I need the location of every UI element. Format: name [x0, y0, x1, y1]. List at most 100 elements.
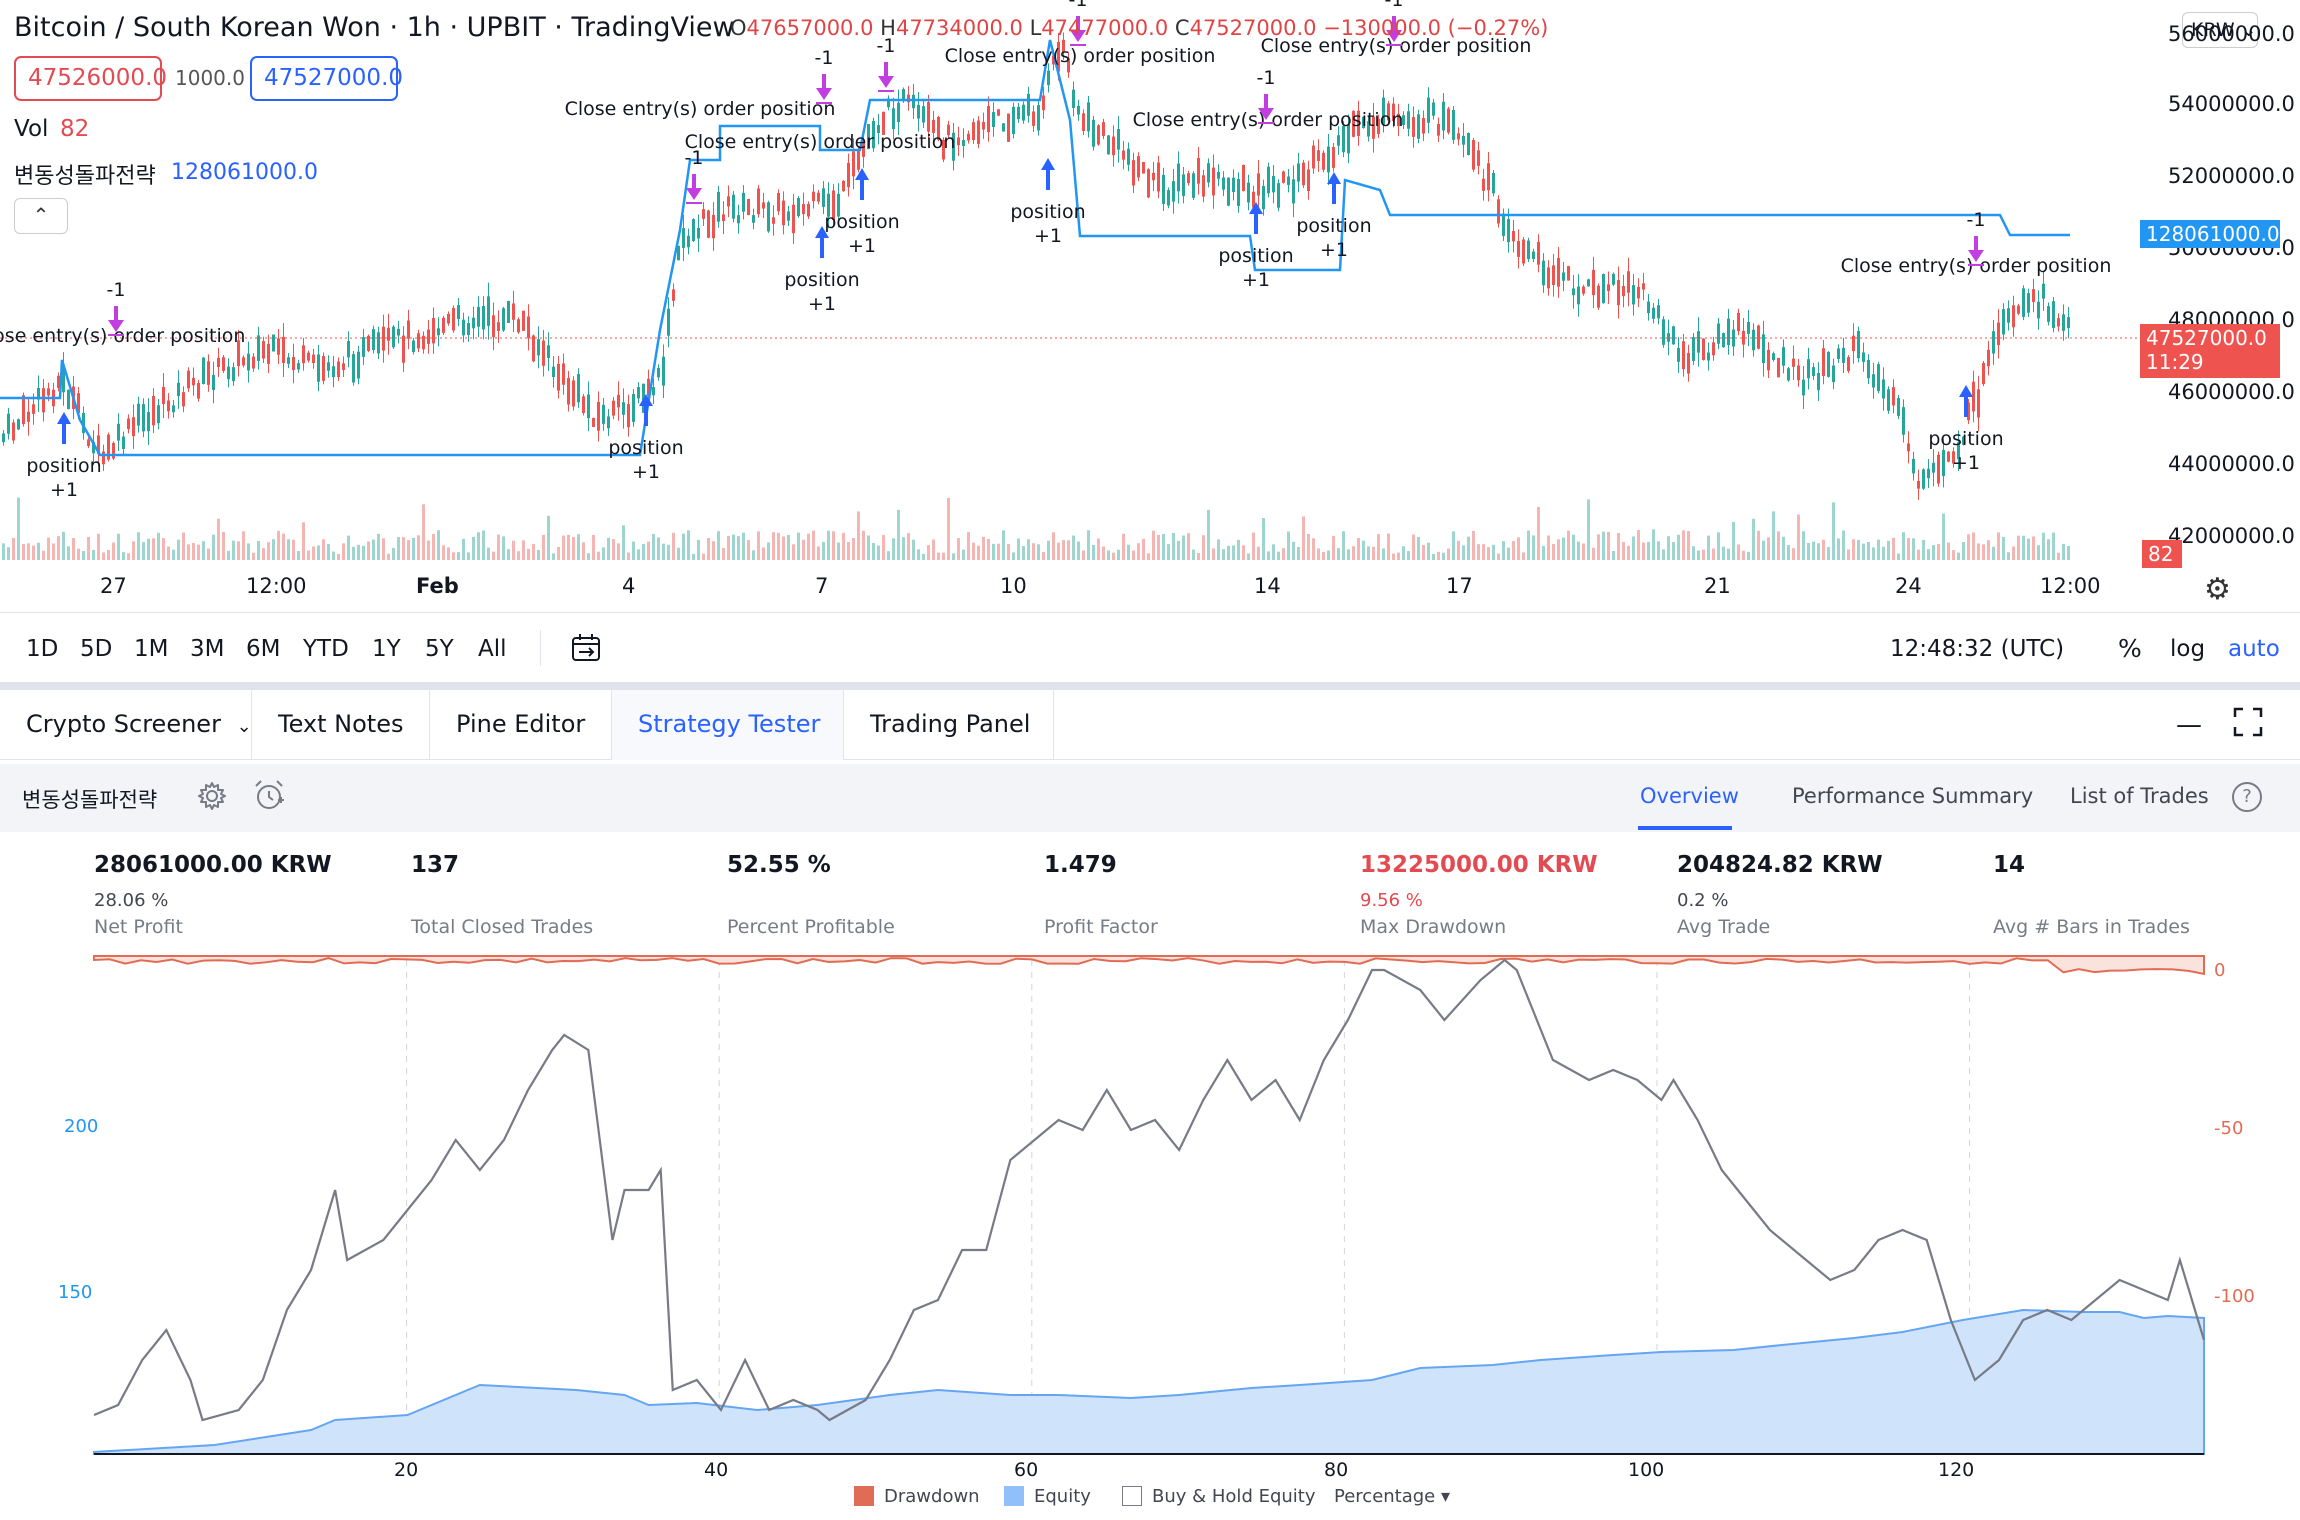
candle-body	[1522, 239, 1525, 264]
candle-body	[887, 98, 890, 108]
metric-avg-bars: 14 Avg # Bars in Trades	[1993, 852, 2190, 938]
volume-bar	[942, 552, 945, 560]
candle-body	[1782, 347, 1785, 366]
equity-chart[interactable]: 200 150 0 -50 -100 20 40 60 80 100 120	[0, 940, 2300, 1480]
candle-body	[227, 366, 230, 380]
candle-body	[1987, 349, 1990, 367]
sell-price-button[interactable]: 47526000.0	[14, 56, 167, 101]
utc-clock[interactable]: 12:48:32 (UTC)	[1890, 636, 2065, 662]
volume-bar	[572, 537, 575, 560]
buy-price-button[interactable]: 47527000.0	[250, 56, 403, 101]
help-icon[interactable]: ?	[2232, 782, 2262, 812]
volume-indicator-label[interactable]: Vol	[14, 116, 49, 142]
ohlc-high-label: H	[880, 16, 896, 40]
candle-body	[1312, 145, 1315, 169]
candle-body	[1762, 334, 1765, 364]
volume-bar	[427, 540, 430, 560]
percent-scale-toggle[interactable]: %	[2118, 634, 2142, 663]
candle-body	[77, 393, 80, 414]
collapse-legend-button[interactable]: ⌃	[14, 198, 68, 234]
candle-body	[1662, 319, 1665, 345]
candle-body	[1902, 407, 1905, 435]
range-all-button[interactable]: All	[478, 636, 507, 662]
volume-bar	[1062, 540, 1065, 560]
volume-bar	[1512, 541, 1515, 560]
subtab-performance-summary[interactable]: Performance Summary	[1792, 784, 2034, 808]
range-1m-button[interactable]: 1M	[134, 636, 169, 662]
legend-buy-hold[interactable]: Buy & Hold Equity	[1122, 1486, 1316, 1507]
candle-body	[1557, 257, 1560, 287]
equity-x-tick: 80	[1324, 1459, 1348, 1480]
settings-gear-icon[interactable]	[196, 780, 228, 812]
symbol-title[interactable]: Bitcoin / South Korean Won · 1h · UPBIT …	[14, 12, 735, 43]
legend-drawdown[interactable]: Drawdown	[854, 1486, 980, 1507]
volume-bar	[1242, 545, 1245, 560]
tab-trading-panel[interactable]: Trading Panel	[844, 690, 1054, 760]
candle-body	[1642, 283, 1645, 290]
subtab-list-of-trades[interactable]: List of Trades	[2070, 784, 2209, 808]
minimize-panel-icon[interactable]: —	[2176, 710, 2202, 740]
date-range-icon[interactable]	[570, 632, 602, 664]
chart-settings-gear-icon[interactable]: ⚙	[2204, 572, 2231, 607]
volume-bar	[682, 533, 685, 560]
range-1y-button[interactable]: 1Y	[372, 636, 401, 662]
range-5y-button[interactable]: 5Y	[425, 636, 454, 662]
metric-value: 14	[1993, 852, 2026, 878]
maximize-panel-icon[interactable]	[2232, 706, 2264, 738]
volume-bar	[1102, 546, 1105, 560]
volume-bar	[1412, 534, 1415, 560]
volume-bar	[382, 538, 385, 560]
panel-resize-handle[interactable]	[0, 682, 2300, 690]
candle-body	[432, 317, 435, 344]
tab-crypto-screener[interactable]: Crypto Screener ⌄	[0, 690, 252, 760]
legend-equity[interactable]: Equity	[1004, 1486, 1091, 1507]
candle-body	[1087, 102, 1090, 132]
candle-body	[1347, 124, 1350, 154]
tab-strategy-tester[interactable]: Strategy Tester	[612, 690, 844, 760]
volume-bar	[1607, 531, 1610, 560]
auto-scale-toggle[interactable]: auto	[2228, 636, 2280, 662]
candle-body	[1052, 55, 1055, 65]
equity-mode-select[interactable]: Percentage ▾	[1334, 1486, 1450, 1507]
candle-body	[852, 151, 855, 177]
volume-bar	[1087, 530, 1090, 560]
buy-arrow-icon	[1041, 158, 1055, 190]
alert-clock-icon[interactable]	[252, 778, 286, 812]
tab-text-notes[interactable]: Text Notes	[252, 690, 430, 760]
range-1d-button[interactable]: 1D	[26, 636, 59, 662]
tab-pine-editor[interactable]: Pine Editor	[430, 690, 612, 760]
range-3m-button[interactable]: 3M	[190, 636, 225, 662]
candle-body	[797, 198, 800, 217]
strategy-indicator-label[interactable]: 변동성돌파전략	[14, 164, 156, 189]
candle-body	[197, 382, 200, 399]
candle-body	[177, 382, 180, 397]
exit-qty-label: -1	[815, 47, 834, 69]
range-5d-button[interactable]: 5D	[80, 636, 113, 662]
volume-bar	[1722, 546, 1725, 560]
metric-value: 204824.82 KRW	[1677, 852, 1883, 878]
log-scale-toggle[interactable]: log	[2170, 636, 2206, 662]
volume-bar	[317, 545, 320, 560]
candle-body	[1417, 114, 1420, 139]
price-chart[interactable]: Close entry(s) order position Close entry…	[0, 0, 2140, 612]
candle-body	[207, 361, 210, 385]
volume-bar	[377, 533, 380, 560]
strategy-indicator-value: 128061000.0	[171, 160, 318, 185]
volume-bar	[92, 549, 95, 560]
range-ytd-button[interactable]: YTD	[303, 636, 349, 662]
volume-bar	[7, 547, 10, 560]
volume-bar	[557, 546, 560, 560]
drawdown-axis-label: -100	[2214, 1286, 2255, 1307]
candle-body	[1972, 381, 1975, 412]
volume-bar	[1577, 541, 1580, 560]
candle-body	[2022, 288, 2025, 317]
candle-body	[1832, 365, 1835, 383]
volume-bar	[177, 539, 180, 560]
candle-body	[2067, 317, 2070, 329]
volume-bar	[1212, 548, 1215, 560]
volume-bar	[1442, 552, 1445, 560]
range-6m-button[interactable]: 6M	[246, 636, 281, 662]
currency-select[interactable]: KRW ⌄	[2182, 12, 2258, 48]
volume-bar	[1457, 540, 1460, 560]
subtab-overview[interactable]: Overview	[1640, 784, 1739, 808]
